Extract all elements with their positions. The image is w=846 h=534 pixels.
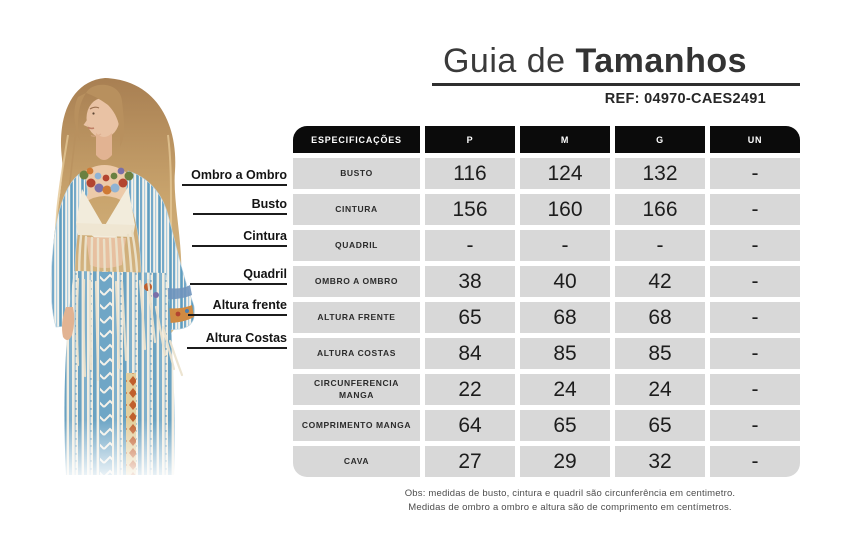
page-title: Guia de Tamanhos (404, 42, 786, 81)
model-hand (62, 307, 75, 341)
value-cell: 40 (520, 266, 610, 297)
measurement-label-text: Altura frente (212, 298, 287, 312)
callout-leader-line (188, 314, 287, 316)
column-header-m: M (520, 126, 610, 153)
value-cell: 116 (425, 158, 515, 189)
value-cell: 124 (520, 158, 610, 189)
value-cell: 84 (425, 338, 515, 369)
value-cell: - (520, 230, 610, 261)
callout-leader-line (182, 184, 287, 186)
callout-leader-line (187, 347, 287, 349)
measurement-label-quadril: Quadril (190, 267, 287, 285)
value-cell: 24 (615, 374, 705, 405)
spec-cell-busto: BUSTO (293, 158, 420, 189)
value-cell: 22 (425, 374, 515, 405)
value-cell: 85 (615, 338, 705, 369)
column-header-especificações: ESPECIFICAÇÕES (293, 126, 420, 153)
product-ref: REF: 04970-CAES2491 (605, 91, 766, 107)
value-cell: 32 (615, 446, 705, 477)
footnote-line-1: Obs: medidas de busto, cintura e quadril… (404, 488, 736, 499)
model-photo-illustration (8, 78, 230, 485)
product-ref-label: REF: (604, 91, 645, 107)
measurement-label-cintura: Cintura (192, 229, 287, 247)
spec-cell-cava: CAVA (293, 446, 420, 477)
value-cell: - (710, 302, 800, 333)
column-header-g: G (615, 126, 705, 153)
measurement-label-text: Cintura (243, 229, 287, 243)
value-cell: 65 (615, 410, 705, 441)
value-cell: 85 (520, 338, 610, 369)
measurement-label-text: Altura Costas (205, 331, 287, 345)
spec-cell-cintura: CINTURA (293, 194, 420, 225)
page-title-emphasis: Tamanhos (575, 42, 748, 80)
value-cell: 68 (615, 302, 705, 333)
value-cell: 24 (520, 374, 610, 405)
model-photo (8, 75, 230, 485)
callout-leader-line (193, 213, 287, 215)
spec-cell-altura-frente: ALTURA FRENTE (293, 302, 420, 333)
value-cell: - (710, 266, 800, 297)
measurement-label-ombro-a-ombro: Ombro a Ombro (182, 168, 287, 186)
value-cell: 42 (615, 266, 705, 297)
value-cell: - (710, 158, 800, 189)
measurement-label-altura-costas: Altura Costas (187, 331, 287, 349)
spec-cell-circunferencia-manga: CIRCUNFERENCIA MANGA (293, 374, 420, 405)
model-floral-necklace (79, 167, 134, 195)
measurement-label-text: Busto (251, 197, 287, 211)
footnote: Obs: medidas de busto, cintura e quadril… (330, 487, 810, 515)
value-cell: 166 (615, 194, 705, 225)
spec-cell-quadril: QUADRIL (293, 230, 420, 261)
value-cell: 65 (520, 410, 610, 441)
column-header-p: P (425, 126, 515, 153)
column-header-un: UN (710, 126, 800, 153)
value-cell: - (615, 230, 705, 261)
measurement-label-altura-frente: Altura frente (188, 298, 287, 316)
page-title-prefix: Guia de (442, 42, 576, 80)
spec-cell-altura-costas: ALTURA COSTAS (293, 338, 420, 369)
value-cell: - (710, 446, 800, 477)
callout-leader-line (190, 283, 287, 285)
spec-cell-comprimento-manga: COMPRIMENTO MANGA (293, 410, 420, 441)
size-table: ESPECIFICAÇÕES P M G UN BUSTO 116 124 132- CINTUR… (293, 126, 800, 477)
value-cell: 38 (425, 266, 515, 297)
measurement-label-busto: Busto (193, 197, 287, 215)
footnote-line-2: Medidas de ombro a ombro e altura são de… (408, 501, 732, 513)
measurement-label-text: Ombro a Ombro (191, 168, 287, 182)
value-cell: - (710, 410, 800, 441)
value-cell: - (710, 374, 800, 405)
value-cell: 132 (615, 158, 705, 189)
value-cell: 68 (520, 302, 610, 333)
value-cell: 160 (520, 194, 610, 225)
value-cell: - (425, 230, 515, 261)
value-cell: 156 (425, 194, 515, 225)
callout-leader-line (192, 245, 287, 247)
value-cell: 29 (520, 446, 610, 477)
measurement-label-text: Quadril (243, 267, 287, 281)
value-cell: 65 (425, 302, 515, 333)
value-cell: 27 (425, 446, 515, 477)
value-cell: - (710, 230, 800, 261)
value-cell: - (710, 194, 800, 225)
value-cell: - (710, 338, 800, 369)
value-cell: 64 (425, 410, 515, 441)
spec-cell-ombro-a-ombro: OMBRO A OMBRO (293, 266, 420, 297)
product-ref-value: 04970-CAES2491 (644, 91, 766, 107)
title-underline (432, 83, 800, 86)
